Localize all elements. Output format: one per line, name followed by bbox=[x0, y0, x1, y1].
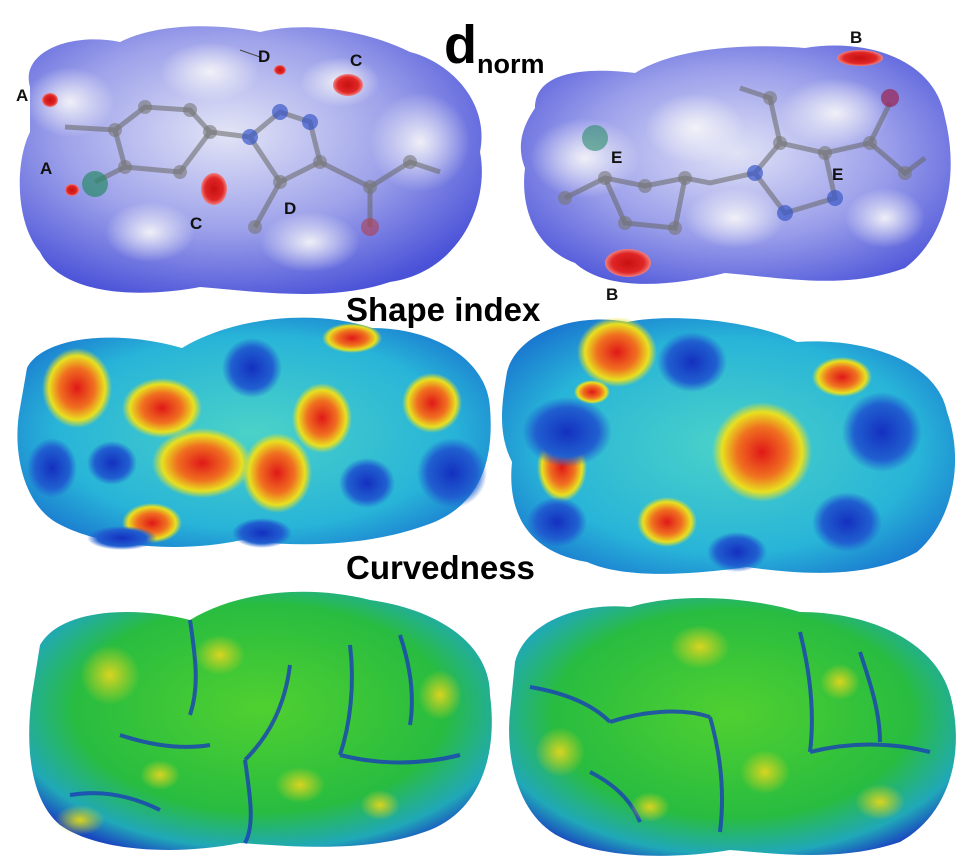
curvedness-surface-left bbox=[20, 585, 498, 860]
label-e-left: E bbox=[611, 148, 623, 167]
dnorm-surface-right bbox=[505, 28, 960, 298]
contact-spot-d1 bbox=[274, 65, 286, 75]
contact-spot-a2 bbox=[65, 184, 79, 196]
curvedness-surface-right bbox=[500, 592, 965, 860]
contact-spot-a1 bbox=[42, 93, 58, 107]
label-e-right: E bbox=[832, 165, 844, 184]
label-d-top: D bbox=[258, 47, 271, 66]
contact-spot-b1 bbox=[837, 50, 883, 66]
dnorm-surface-left bbox=[10, 12, 495, 302]
contact-spot-b2 bbox=[605, 249, 651, 277]
label-a-bottom: A bbox=[40, 159, 53, 178]
curvedness-title: Curvedness bbox=[346, 549, 535, 586]
label-b-top: B bbox=[850, 28, 863, 47]
label-c-bottom: C bbox=[190, 214, 203, 233]
shape-index-surface-left bbox=[12, 308, 497, 553]
contact-spot-c1 bbox=[333, 74, 363, 96]
dnorm-title: dnorm bbox=[444, 15, 545, 79]
contact-spot-c2 bbox=[201, 173, 227, 205]
label-b-bottom: B bbox=[606, 285, 619, 304]
label-a-top: A bbox=[16, 86, 29, 105]
label-d-bottom: D bbox=[284, 199, 297, 218]
label-c-top: C bbox=[350, 51, 363, 70]
shape-index-title: Shape index bbox=[346, 291, 541, 328]
shape-index-surface-right bbox=[497, 312, 962, 582]
